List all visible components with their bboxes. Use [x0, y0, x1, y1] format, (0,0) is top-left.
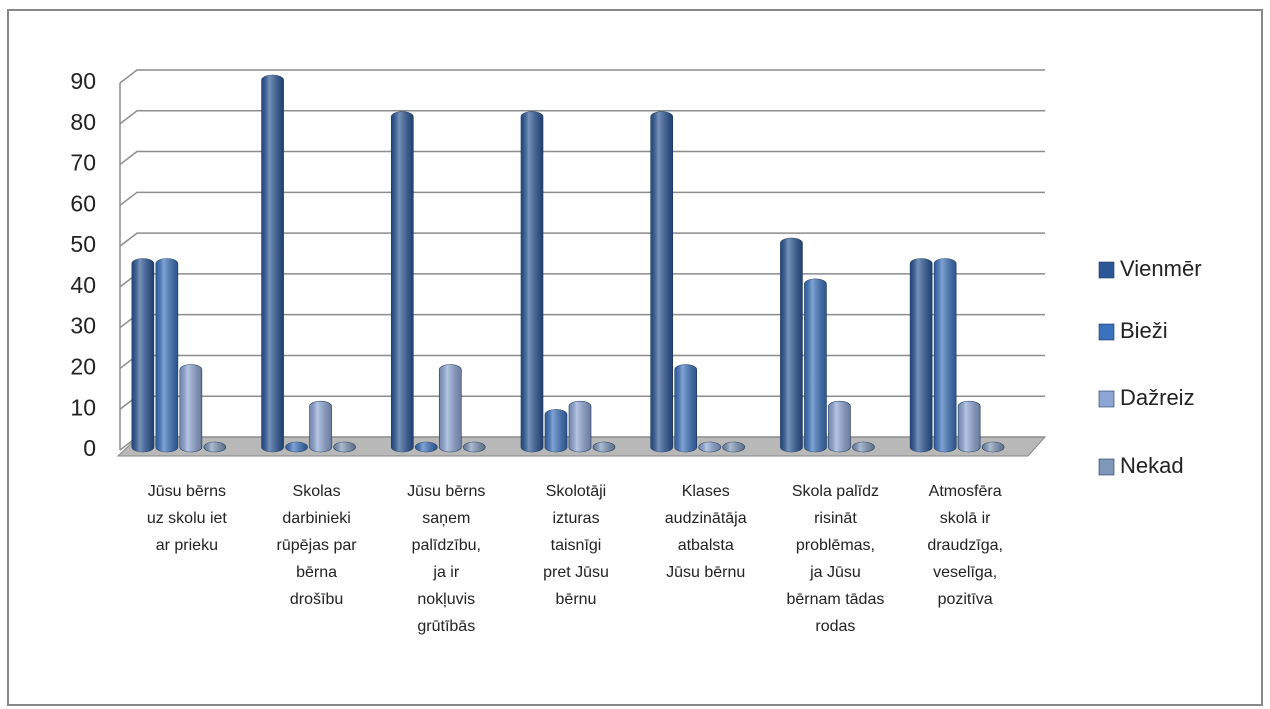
grid-line [119, 191, 1045, 206]
bar-shine [463, 442, 486, 452]
legend-swatch [1098, 390, 1115, 408]
bar-shine [934, 258, 957, 452]
grid-line [119, 69, 1045, 84]
y-tick-label: 30 [70, 313, 96, 339]
bar-shine [650, 111, 673, 452]
bar-shine [569, 401, 592, 452]
x-tick-label: Jūsu bērns saņem palīdzību, ja ir nokļuvis gr… [407, 483, 485, 635]
grid-line [119, 150, 1045, 166]
bar-shine [780, 238, 803, 452]
bar-shine [391, 111, 414, 452]
y-tick-label: 0 [83, 435, 96, 461]
y-tick-label: 40 [70, 272, 96, 298]
frame [7, 9, 1263, 706]
y-tick-label: 70 [70, 150, 96, 176]
x-tick-label: Klases audzinātāja atbalsta Jūsu bērnu [665, 483, 747, 581]
y-tick-label: 80 [70, 109, 96, 135]
bar-shine [698, 442, 721, 452]
bar-shine [910, 258, 933, 452]
y-tick-label: 10 [70, 394, 96, 420]
grid-line [119, 232, 1045, 247]
grid-line [119, 110, 1045, 125]
bar-shine [593, 442, 615, 452]
bar-shine [261, 75, 284, 452]
legend-label: Nekad [1120, 453, 1184, 478]
bar-shine [203, 442, 226, 452]
bar-shine [722, 442, 745, 452]
bar-shine [415, 442, 438, 452]
bar-shine [545, 409, 567, 452]
bar-shine [333, 442, 356, 452]
legend-label: Dažreiz [1120, 385, 1195, 410]
bar-shine [674, 364, 697, 452]
y-tick-label: 90 [70, 68, 96, 94]
bar-shine [309, 401, 332, 452]
bar-shine [852, 442, 875, 452]
bar-shine [828, 401, 851, 452]
x-tick-label: Atmosfēra skolā ir draudzīga, veselīga, pozi… [927, 483, 1003, 608]
bar-shine [439, 364, 462, 452]
bar-shine [804, 278, 827, 452]
grid-line [119, 273, 1045, 288]
x-tick-label: Jūsu bērns uz skolu iet ar prieku [147, 483, 228, 554]
grid-line [119, 354, 1045, 370]
x-tick-label: Skolotāji izturas taisnīgi pret Jūsu bērnu [543, 483, 609, 608]
bar-shine [131, 258, 154, 452]
legend-swatch [1098, 261, 1115, 279]
legend-swatch [1098, 458, 1115, 476]
y-tick-label: 20 [70, 354, 96, 380]
legend-label: Vienmēr [1120, 256, 1202, 281]
y-tick-label: 50 [70, 231, 96, 257]
grid-line [119, 313, 1045, 329]
x-tick-label: Skola palīdz risināt problēmas, ja Jūsu bērn… [787, 483, 885, 635]
x-tick-label: Skolas darbinieki rūpējas par bērna drošību [277, 483, 358, 608]
bar-shine [982, 442, 1005, 452]
bar-shine [155, 258, 178, 452]
y-tick-label: 60 [70, 190, 96, 216]
legend-label: Bieži [1120, 318, 1168, 343]
bar-shine [958, 401, 981, 452]
bar-shine [521, 111, 543, 452]
bar-shine [285, 442, 308, 452]
bar-shine [179, 364, 202, 452]
legend-swatch [1098, 323, 1115, 341]
